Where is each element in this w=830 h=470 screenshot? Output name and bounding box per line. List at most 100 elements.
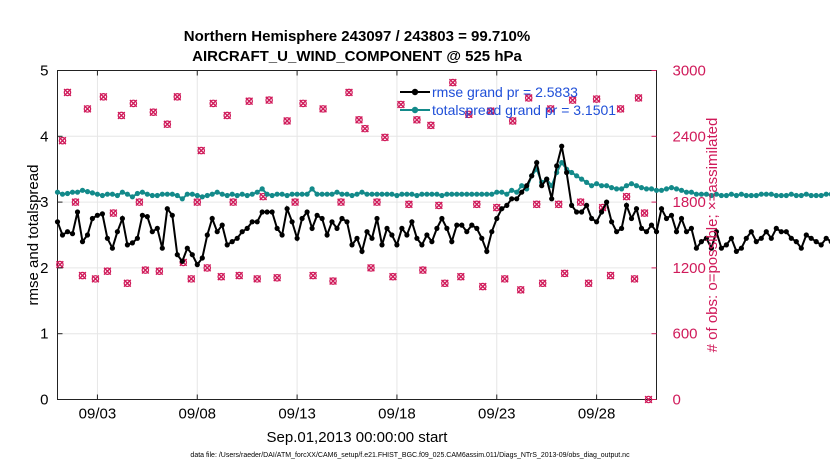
spread-point [324, 191, 330, 197]
spread-point [758, 191, 764, 197]
rmse-point [104, 235, 110, 241]
rmse-point [129, 240, 135, 246]
spread-point [648, 186, 655, 192]
spread-point [733, 192, 740, 199]
spread-point [494, 189, 500, 195]
rmse-point [469, 222, 475, 228]
rmse-point [753, 239, 759, 245]
spread-point [778, 192, 784, 199]
spread-point [728, 191, 735, 197]
rmse-point [703, 235, 710, 241]
rmse-point [399, 225, 405, 231]
spread-point [169, 191, 175, 197]
obs-possible-marker [457, 272, 465, 281]
spread-point [464, 191, 470, 197]
rmse-point [733, 248, 740, 254]
spread-point [104, 191, 110, 197]
obs-possible-marker [465, 110, 473, 119]
obs-assimilated-marker [71, 198, 80, 206]
spread-point [194, 192, 200, 199]
spread-point [249, 191, 255, 197]
obs-assimilated-marker [273, 273, 282, 282]
spread-point [369, 191, 375, 197]
rmse-point [439, 215, 445, 222]
spread-point [469, 191, 475, 197]
obs-count-markers [56, 78, 653, 404]
obs-possible-marker [427, 121, 435, 130]
rmse-point [69, 231, 76, 237]
rmse-point [534, 160, 540, 166]
obs-possible-marker [584, 279, 593, 288]
obs-assimilated-marker [319, 104, 327, 113]
spread-point [79, 187, 86, 193]
rmse-point [708, 245, 715, 251]
spread-point [723, 192, 730, 199]
spread-point [713, 191, 720, 197]
obs-assimilated-marker [229, 198, 238, 206]
rmse-point [504, 202, 510, 208]
obs-assimilated-marker [355, 115, 363, 124]
rmse-point [119, 215, 125, 222]
obs-assimilated-marker [329, 277, 337, 285]
spread-point [519, 183, 525, 189]
spread-point [604, 183, 610, 189]
spread-point [204, 192, 210, 199]
obs-assimilated-marker [193, 198, 202, 206]
spread-point [114, 192, 120, 199]
rmse-point [79, 239, 86, 245]
obs-possible-marker [532, 200, 541, 209]
rmse-point [544, 176, 550, 182]
spread-point [379, 191, 385, 197]
spread-point [219, 191, 225, 197]
rmse-point [254, 219, 260, 225]
spread-point [459, 191, 465, 197]
spread-point [444, 191, 450, 197]
obs-assimilated-marker [464, 110, 473, 119]
obs-assimilated-marker [141, 266, 150, 274]
obs-possible-marker [117, 111, 126, 120]
rmse-point [209, 215, 215, 222]
rmse-point [329, 219, 335, 225]
rmse-point [449, 239, 455, 245]
spread-point [509, 187, 515, 193]
obs-assimilated-marker [472, 200, 481, 209]
y-right-tick-label: 3000 [673, 63, 706, 80]
spread-point [633, 183, 640, 189]
rmse-point [609, 219, 615, 225]
rmse-point [174, 252, 180, 258]
obs-possible-marker [606, 271, 615, 280]
spread-point [209, 191, 215, 197]
rmse-point [134, 235, 140, 241]
obs-possible-marker [103, 267, 112, 275]
rmse-point [199, 255, 205, 261]
y-left-tick-label: 4 [40, 128, 48, 145]
rmse-point [419, 242, 425, 248]
chart-subtitle: AIRCRAFT_U_WIND_COMPONENT @ 525 hPa [192, 48, 522, 65]
rmse-point [738, 245, 745, 251]
obs-assimilated-marker [592, 95, 601, 103]
y-left-tick-label: 5 [40, 63, 48, 80]
obs-possible-marker [389, 272, 397, 281]
rmse-point [614, 229, 620, 235]
obs-possible-marker [78, 271, 87, 280]
rmse-point [359, 248, 365, 254]
rmse-point [229, 239, 235, 245]
obs-assimilated-marker [299, 99, 307, 108]
rmse-point [658, 206, 665, 212]
plot-area [57, 70, 657, 400]
spread-point [314, 191, 320, 197]
spread-point [653, 187, 660, 193]
rmse-point [319, 215, 325, 222]
spread-point [439, 192, 445, 199]
spread-point [139, 189, 145, 195]
obs-assimilated-marker [155, 267, 164, 276]
rmse-point [179, 258, 185, 264]
rmse-point [184, 245, 190, 251]
spread-point [559, 160, 565, 166]
spread-point [224, 192, 230, 199]
obs-possible-marker [419, 266, 427, 274]
spread-point [673, 186, 680, 192]
spread-point [693, 191, 700, 197]
y-left-axis-label: rmse and totalspread [25, 165, 42, 306]
obs-assimilated-marker [516, 285, 525, 294]
